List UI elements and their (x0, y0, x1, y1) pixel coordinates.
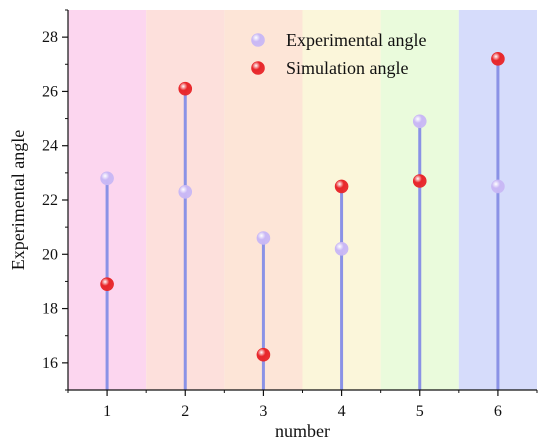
y-axis-title: Experimental angle (8, 130, 28, 270)
data-point (334, 179, 349, 194)
y-tick-label: 26 (42, 83, 58, 100)
data-point (256, 347, 271, 362)
legend: Experimental angle Simulation angle (251, 30, 426, 78)
x-tick-label: 1 (103, 403, 111, 420)
data-point (178, 81, 193, 96)
y-tick-label: 28 (42, 29, 58, 46)
x-tick-label: 2 (181, 403, 189, 420)
legend-marker (251, 33, 265, 47)
data-point (412, 174, 427, 188)
data-point (178, 185, 193, 199)
data-point (100, 277, 114, 291)
y-tick-label: 20 (42, 246, 58, 263)
data-point (334, 242, 349, 256)
data-point (491, 52, 505, 66)
x-tick-label: 5 (416, 403, 424, 420)
axes: 16 18 20 22 24 26 28 1 2 3 4 5 6 (42, 9, 538, 420)
data-point (491, 179, 505, 194)
legend-label: Experimental angle (286, 30, 426, 50)
x-tick-label: 6 (494, 403, 502, 420)
x-axis-title: number (275, 421, 330, 441)
data-point (412, 114, 427, 129)
data-point (100, 171, 114, 186)
legend-marker (251, 61, 265, 75)
y-tick-label: 24 (42, 138, 58, 155)
stem-lines (105, 58, 500, 390)
y-tick-label: 18 (42, 301, 58, 318)
y-tick-label: 16 (42, 355, 58, 372)
x-tick-label: 3 (259, 403, 267, 420)
legend-label: Simulation angle (286, 58, 408, 78)
data-points (100, 52, 505, 362)
data-point (256, 231, 271, 245)
y-tick-label: 22 (42, 192, 58, 209)
x-tick-label: 4 (338, 403, 346, 420)
